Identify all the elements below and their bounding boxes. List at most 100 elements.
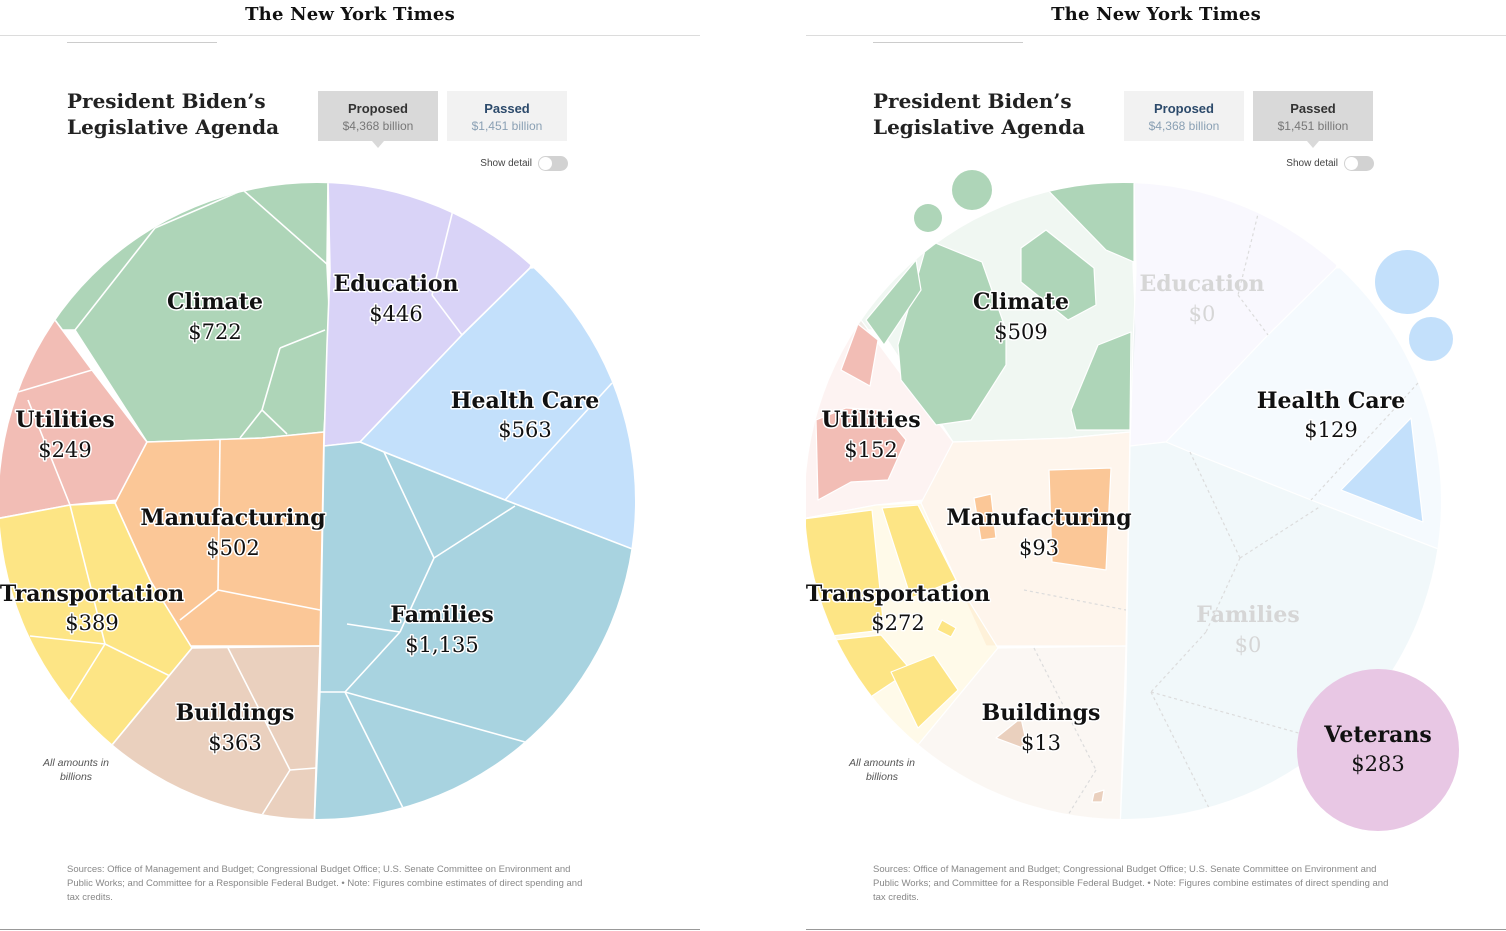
label-health-care-value: $129: [1304, 418, 1357, 442]
cell-transport-edge: [104, 643, 171, 677]
panel-passed: The New York Times President Biden’s Leg…: [806, 0, 1506, 931]
tab-passed[interactable]: Passed $1,451 billion: [1253, 91, 1373, 148]
cell-education-edge: [431, 209, 454, 296]
tab-passed-label: Passed: [1290, 101, 1336, 116]
proposed-voronoi-chart: Climate $722 Education $446 Health Care …: [0, 183, 635, 819]
passed-utilities-1[interactable]: [815, 407, 907, 501]
passed-transportation-4[interactable]: [890, 654, 959, 729]
headline-text: President Biden’s Legislative Agenda: [873, 89, 1086, 139]
source-footnote: Sources: Office of Management and Budget…: [873, 864, 1389, 903]
tab-proposed-label: Proposed: [1154, 101, 1214, 116]
label-transportation-value: $389: [65, 611, 118, 635]
label-utilities-name: Utilities: [821, 407, 920, 433]
show-detail-label: Show detail: [480, 158, 532, 169]
cell-utilities-edge: [27, 399, 71, 506]
panel-proposed: The New York Times President Biden’s Leg…: [0, 0, 700, 931]
label-buildings-value: $13: [1021, 731, 1061, 755]
bubble-climate-small[interactable]: [914, 204, 942, 232]
cell-transport-edge: [64, 643, 106, 709]
passed-buildings-1[interactable]: [995, 717, 1029, 751]
tab-proposed-label: Proposed: [348, 101, 408, 116]
passed-voronoi-chart: Climate $509 Education $0 Health Care $1…: [806, 170, 1459, 831]
label-health-care-name: Health Care: [451, 388, 600, 414]
passed-health-care-1[interactable]: [1340, 417, 1424, 523]
cell-climate-edge: [239, 409, 263, 439]
section-divider: [67, 42, 217, 43]
cell-families-edge: [344, 691, 526, 743]
tab-proposed[interactable]: Proposed $4,368 billion: [318, 91, 438, 148]
label-health-care-value: $563: [498, 418, 551, 442]
show-detail-toggle[interactable]: [538, 156, 568, 171]
label-veterans-name: Veterans: [1323, 722, 1431, 748]
tab-passed[interactable]: Passed $1,451 billion: [447, 91, 567, 141]
bubble-climate-large[interactable]: [952, 170, 992, 210]
passed-climate-4[interactable]: [1070, 331, 1132, 431]
cell-climate-edge: [261, 409, 288, 435]
passed-manufacturing-2[interactable]: [973, 493, 997, 541]
cell-transport-edge: [29, 635, 106, 645]
label-veterans-value: $283: [1351, 752, 1404, 776]
source-footnote: Sources: Office of Management and Budget…: [67, 864, 583, 903]
label-transportation-value: $272: [871, 611, 924, 635]
cell-utilities-edge: [17, 369, 93, 393]
show-detail-label: Show detail: [1286, 158, 1338, 169]
cell-buildings-edge: [289, 767, 317, 771]
cell-manufacturing-edge: [217, 439, 221, 591]
label-transportation-name: Transportation: [806, 581, 990, 607]
cell-manufacturing-edge: [217, 589, 321, 611]
cell-health-edge: [504, 382, 613, 501]
tab-proposed-total: $4,368 billion: [342, 119, 414, 133]
passed-utilities-2[interactable]: [840, 323, 879, 387]
label-utilities-value: $249: [38, 438, 91, 462]
label-climate-name: Climate: [167, 289, 263, 315]
label-transportation-name: Transportation: [0, 581, 184, 607]
cell-climate-edge: [261, 347, 281, 411]
passed-manufacturing-1[interactable]: [1048, 467, 1112, 571]
label-manufacturing-name: Manufacturing: [946, 505, 1131, 531]
label-families-name: Families: [1196, 602, 1299, 628]
bubble-health-care-large[interactable]: [1375, 250, 1439, 314]
passed-climate-2[interactable]: [1020, 229, 1097, 321]
tab-passed-total: $1,451 billion: [471, 119, 543, 133]
passed-transportation-5[interactable]: [936, 619, 957, 638]
amounts-note: All amounts in billions: [849, 757, 915, 783]
passed-transportation-2[interactable]: [881, 504, 957, 599]
masthead-divider: [0, 35, 700, 36]
cell-families-edge: [344, 631, 401, 693]
label-education-name: Education: [1140, 271, 1265, 297]
cell-climate-edge: [279, 329, 326, 349]
toggle-knob: [1345, 157, 1358, 170]
cell-climate-edge: [154, 189, 244, 229]
label-families-value: $1,135: [405, 633, 478, 657]
headline-text: President Biden’s Legislative Agenda: [67, 89, 280, 139]
label-families-name: Families: [390, 602, 493, 628]
tab-proposed[interactable]: Proposed $4,368 billion: [1124, 91, 1244, 141]
show-detail-toggle[interactable]: [1344, 156, 1374, 171]
proposed-labels: Climate $722 Education $446 Health Care …: [0, 270, 601, 757]
passed-climate-5[interactable]: [865, 259, 922, 346]
cell-buildings-edge: [261, 769, 291, 816]
cell-buildings-edge: [227, 647, 291, 771]
passed-climate-3[interactable]: [1037, 172, 1135, 263]
tab-passed-label: Passed: [484, 101, 530, 116]
amounts-note: All amounts in billions: [43, 757, 109, 783]
cell-families-edge: [433, 505, 516, 559]
label-health-care-name: Health Care: [1257, 388, 1406, 414]
cell-education-edge: [431, 294, 463, 336]
label-climate-value: $509: [994, 320, 1047, 344]
bottom-divider: [806, 929, 1506, 930]
bubble-veterans[interactable]: [1297, 669, 1459, 831]
section-divider: [873, 42, 1023, 43]
label-education-value: $0: [1189, 302, 1216, 326]
passed-buildings-2[interactable]: [1091, 789, 1105, 803]
passed-climate-1[interactable]: [897, 239, 1007, 426]
label-manufacturing-value: $93: [1019, 536, 1059, 560]
label-buildings-name: Buildings: [176, 700, 295, 726]
cell-families-edge: [346, 623, 401, 633]
label-education-value: $446: [369, 302, 422, 326]
cell-transport-edge: [69, 504, 106, 645]
bubble-health-care-small[interactable]: [1409, 317, 1453, 361]
label-families-value: $0: [1235, 633, 1262, 657]
label-climate-name: Climate: [973, 289, 1069, 315]
passed-labels: Climate $509 Education $0 Health Care $1…: [806, 271, 1432, 776]
